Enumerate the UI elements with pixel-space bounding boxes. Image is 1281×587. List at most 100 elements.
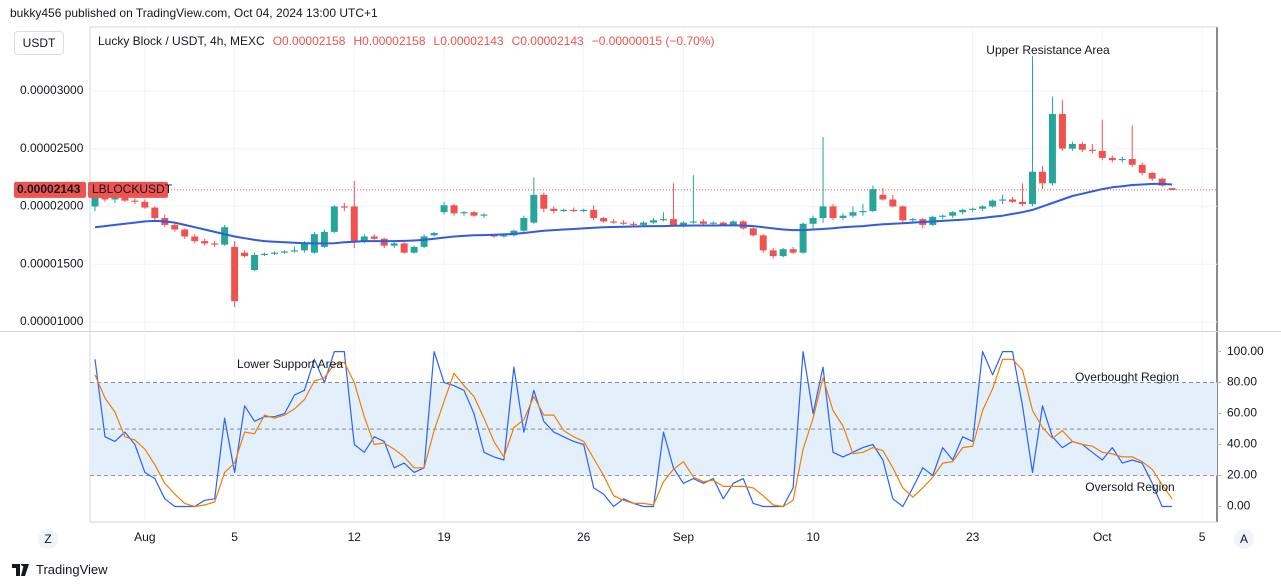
price-tag-label: 0.00002143 — [17, 182, 81, 196]
x-tick-label: 26 — [577, 530, 591, 544]
candle-body — [151, 207, 159, 218]
y2-tick-label: 20.00 — [1227, 468, 1257, 482]
candle-body — [959, 209, 967, 213]
annotation: Oversold Region — [1085, 480, 1174, 494]
candle-body — [590, 209, 598, 218]
y-tick-label: 0.00001000 — [20, 314, 84, 328]
candle-body — [271, 252, 278, 254]
candle-body — [1158, 178, 1166, 186]
candle-body — [211, 243, 219, 245]
candle-body — [1038, 171, 1046, 184]
candle-body — [320, 231, 328, 247]
candle-body — [709, 222, 717, 224]
corner-button[interactable] — [38, 529, 58, 549]
annotation: Upper Resistance Area — [986, 43, 1110, 57]
candle-body — [121, 197, 129, 201]
candle-body — [330, 206, 338, 232]
candle-body — [440, 205, 448, 213]
candle-body — [999, 199, 1007, 201]
candle-body — [280, 251, 288, 253]
candle-body — [759, 235, 767, 251]
candle-body — [400, 243, 408, 253]
brand: TradingView — [12, 562, 108, 577]
candle-body — [450, 205, 458, 214]
y-tick-label: 0.00002000 — [20, 199, 84, 213]
candle-body — [839, 215, 847, 218]
y2-tick-label: 80.00 — [1227, 375, 1257, 389]
symbol: Lucky Block / USDT, 4h, MEXC — [98, 34, 265, 48]
candle-body — [360, 236, 368, 242]
candle-body — [1009, 199, 1017, 202]
candle-body — [290, 250, 298, 252]
candle-body — [460, 212, 468, 214]
candle-body — [1088, 149, 1096, 151]
x-tick-label: 5 — [1199, 530, 1206, 544]
candle-body — [380, 238, 388, 246]
candle-body — [769, 250, 777, 257]
candle-body — [1108, 157, 1116, 161]
corner-button-label: Z — [44, 532, 51, 546]
y2-tick-label: 60.00 — [1227, 406, 1257, 420]
moving-average — [94, 182, 1173, 245]
ohlc-change: −0.00000015 (−0.70%) — [591, 34, 715, 48]
candle-body — [600, 217, 608, 222]
x-tick-label: 23 — [966, 530, 980, 544]
x-tick-label: Aug — [134, 530, 155, 544]
candle-body — [989, 200, 997, 207]
candle-body — [91, 194, 99, 207]
candle-body — [659, 219, 667, 221]
symbol-tag — [88, 181, 168, 198]
y-tick-label: 0.00001500 — [20, 256, 84, 270]
symbol-tag-label: LBLOCKUSDT — [92, 182, 173, 196]
candle-body — [191, 236, 199, 242]
candle-body — [1068, 143, 1076, 149]
candle-body — [350, 206, 358, 242]
candle-body — [689, 221, 697, 223]
x-tick-label: 10 — [806, 530, 820, 544]
price-tag — [14, 181, 86, 198]
candle-body — [1168, 188, 1176, 190]
ohlc-high: H0.00002158 — [353, 34, 426, 48]
candle-body — [719, 222, 727, 225]
candle-body — [1058, 113, 1066, 149]
corner-button[interactable] — [1234, 529, 1254, 549]
candle-body — [520, 217, 528, 231]
ohlc-close: C0.00002143 — [511, 34, 584, 48]
candle-body — [370, 236, 378, 239]
candle-body — [530, 194, 538, 223]
candle-body — [909, 219, 917, 221]
candle-body — [111, 197, 119, 200]
candle-body — [261, 253, 269, 255]
candle-body — [889, 199, 897, 207]
candle-body — [630, 223, 638, 225]
candle-body — [979, 206, 987, 209]
currency-button[interactable]: USDT — [14, 31, 64, 55]
candle-body — [949, 212, 957, 216]
candle-body — [869, 189, 877, 212]
candle-body — [1048, 113, 1056, 184]
y2-tick-label: 0.00 — [1227, 499, 1251, 513]
candle-body — [390, 243, 398, 246]
candle-body — [610, 221, 618, 223]
candle-body — [540, 194, 548, 209]
candle-body — [580, 209, 588, 212]
legend: Lucky Block / USDT, 4h, MEXC O0.00002158… — [98, 34, 714, 48]
candle-body — [669, 219, 677, 225]
candle-body — [829, 206, 837, 218]
y2-tick-label: 100.00 — [1227, 344, 1264, 358]
candle-body — [340, 206, 348, 208]
candle-body — [1029, 171, 1036, 205]
candle-body — [809, 217, 817, 224]
annotation: Overbought Region — [1075, 370, 1179, 384]
candle-body — [1019, 201, 1027, 205]
candle-body — [1078, 143, 1086, 150]
candle-body — [779, 249, 787, 257]
x-tick-label: 19 — [437, 530, 451, 544]
candle-body — [819, 206, 827, 218]
candle-body — [620, 222, 628, 224]
x-tick-label: Sep — [673, 530, 695, 544]
candle-body — [799, 223, 807, 253]
